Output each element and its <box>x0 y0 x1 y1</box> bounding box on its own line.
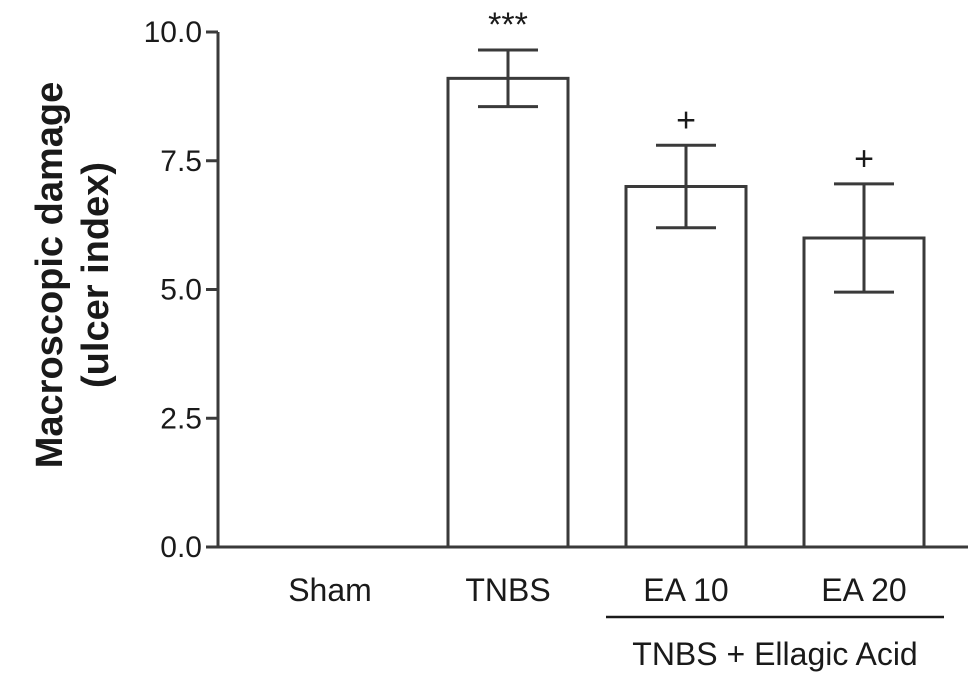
group-annotation: TNBS + Ellagic Acid <box>606 615 944 672</box>
significance-marker: + <box>676 101 696 139</box>
x-tick-label: EA 10 <box>643 572 728 608</box>
significance-marker: + <box>854 140 874 178</box>
y-axis-label-line-2: (ulcer index) <box>75 162 117 388</box>
y-tick-label: 5.0 <box>160 274 202 307</box>
x-tick-label: EA 20 <box>821 572 906 608</box>
bar <box>802 236 926 549</box>
y-axis-label: Macroscopic damage (ulcer index) <box>29 82 117 468</box>
y-tick-label: 7.5 <box>160 145 202 178</box>
x-tick-label: TNBS <box>465 572 550 608</box>
y-tick-label: 10.0 <box>144 16 202 49</box>
significance-marker: *** <box>488 6 528 44</box>
x-tick-labels: Sham TNBS EA 10 EA 20 <box>288 572 907 608</box>
y-tick-label: 2.5 <box>160 402 202 435</box>
y-ticks: 0.0 2.5 5.0 7.5 10.0 <box>144 16 218 564</box>
bar <box>624 185 748 549</box>
y-axis-label-line-1: Macroscopic damage <box>29 82 71 468</box>
y-tick-label: 0.0 <box>160 531 202 564</box>
group-label: TNBS + Ellagic Acid <box>632 636 917 672</box>
bar <box>446 76 570 549</box>
bars: *** + + <box>446 6 926 549</box>
x-tick-label: Sham <box>288 572 372 608</box>
